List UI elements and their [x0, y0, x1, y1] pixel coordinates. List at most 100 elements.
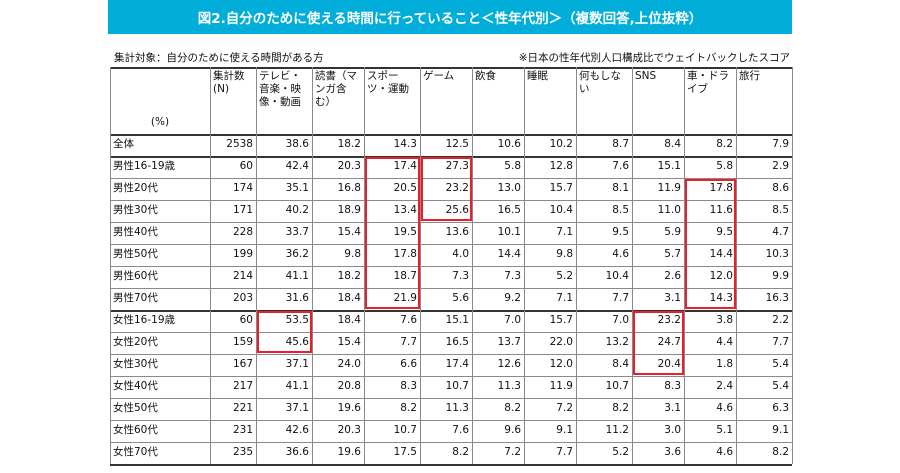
table-cell: 217	[232, 380, 253, 392]
table-cell: 6.3	[772, 402, 789, 414]
table-cell: 8.2	[772, 446, 789, 458]
table-cell: 5.7	[664, 248, 681, 260]
table-cell: 8.5	[612, 204, 629, 216]
table-cell: 9.1	[556, 424, 573, 436]
column-header: 集計数(N)	[213, 70, 245, 95]
table-cell: 3.0	[664, 424, 681, 436]
unit-label: (%)	[150, 116, 170, 128]
table-cell: 7.3	[504, 270, 521, 282]
table-cell: 5.2	[612, 446, 629, 458]
table-cell: 7.2	[504, 446, 521, 458]
table-cell: 214	[232, 270, 253, 282]
table-cell: 15.7	[549, 314, 573, 326]
column-divider	[364, 67, 365, 464]
column-header: SNS	[635, 70, 657, 82]
table-cell: 15.4	[337, 226, 361, 238]
table-cell: 16.5	[445, 336, 469, 348]
table-cell: 41.1	[285, 270, 309, 282]
table-cell: 4.7	[772, 226, 789, 238]
column-divider	[210, 67, 211, 464]
table-cell: 2.9	[772, 160, 789, 172]
table-cell: 12.6	[497, 358, 521, 370]
table-cell: 8.7	[612, 138, 629, 150]
table-cell: 8.5	[772, 204, 789, 216]
row-label: 全体	[113, 138, 134, 150]
column-header: スポーツ・運動	[367, 70, 409, 95]
column-divider	[792, 67, 793, 464]
table-cell: 40.2	[285, 204, 309, 216]
row-divider	[110, 178, 792, 179]
table-cell: 12.5	[445, 138, 469, 150]
table-cell: 21.9	[393, 292, 417, 304]
table-cell: 7.1	[556, 226, 573, 238]
table-cell: 8.1	[612, 182, 629, 194]
table-cell: 9.9	[772, 270, 789, 282]
row-divider	[110, 222, 792, 223]
row-divider	[110, 354, 792, 355]
header-separator	[110, 134, 792, 136]
table-cell: 9.5	[612, 226, 629, 238]
column-divider	[684, 67, 685, 464]
table-cell: 16.5	[497, 204, 521, 216]
row-label: 女性70代	[113, 446, 158, 458]
column-header: テレビ・音楽・映像・動画	[259, 70, 301, 108]
table-cell: 33.7	[285, 226, 309, 238]
column-divider	[420, 67, 421, 464]
table-cell: 3.1	[664, 292, 681, 304]
table-cell: 20.4	[657, 358, 681, 370]
row-label: 男性60代	[113, 270, 158, 282]
table-cell: 7.6	[400, 314, 417, 326]
row-divider	[110, 332, 792, 333]
table-cell: 4.6	[716, 402, 733, 414]
table-cell: 167	[232, 358, 253, 370]
table-cell: 231	[232, 424, 253, 436]
table-cell: 171	[232, 204, 253, 216]
table-cell: 11.9	[657, 182, 681, 194]
row-divider	[110, 398, 792, 399]
row-divider	[110, 156, 792, 158]
table-cell: 17.8	[709, 182, 733, 194]
table-cell: 19.5	[393, 226, 417, 238]
table-cell: 5.9	[664, 226, 681, 238]
table-cell: 11.2	[605, 424, 629, 436]
table-cell: 9.8	[556, 248, 573, 260]
table-cell: 12.0	[549, 358, 573, 370]
table-cell: 17.8	[393, 248, 417, 260]
table-cell: 5.6	[452, 292, 469, 304]
table-cell: 7.0	[504, 314, 521, 326]
table-cell: 14.3	[709, 292, 733, 304]
table-cell: 38.6	[285, 138, 309, 150]
table-cell: 15.4	[337, 336, 361, 348]
table-cell: 17.4	[445, 358, 469, 370]
table-cell: 9.1	[772, 424, 789, 436]
table-cell: 10.2	[549, 138, 573, 150]
highlight-box	[685, 179, 736, 309]
table-cell: 45.6	[285, 336, 309, 348]
table-cell: 8.2	[400, 402, 417, 414]
table-cell: 17.4	[393, 160, 417, 172]
table-cell: 199	[232, 248, 253, 260]
row-divider	[110, 310, 792, 312]
table-cell: 10.7	[393, 424, 417, 436]
table-cell: 31.6	[285, 292, 309, 304]
table-cell: 2.2	[772, 314, 789, 326]
table-cell: 18.4	[337, 314, 361, 326]
table-cell: 24.7	[657, 336, 681, 348]
table-cell: 9.5	[716, 226, 733, 238]
table-cell: 41.1	[285, 380, 309, 392]
table-cell: 19.6	[337, 402, 361, 414]
highlight-box	[365, 157, 420, 309]
table-cell: 8.2	[504, 402, 521, 414]
table-cell: 18.7	[393, 270, 417, 282]
row-label: 男性20代	[113, 182, 158, 194]
column-header: 車・ドライブ	[687, 70, 729, 95]
table-cell: 4.4	[716, 336, 733, 348]
table-cell: 8.4	[664, 138, 681, 150]
table-cell: 20.8	[337, 380, 361, 392]
table-cell: 7.0	[612, 314, 629, 326]
table-cell: 10.1	[497, 226, 521, 238]
table-cell: 13.6	[445, 226, 469, 238]
column-header: 何もしない	[579, 70, 621, 95]
row-label: 男性16-19歳	[113, 160, 176, 172]
